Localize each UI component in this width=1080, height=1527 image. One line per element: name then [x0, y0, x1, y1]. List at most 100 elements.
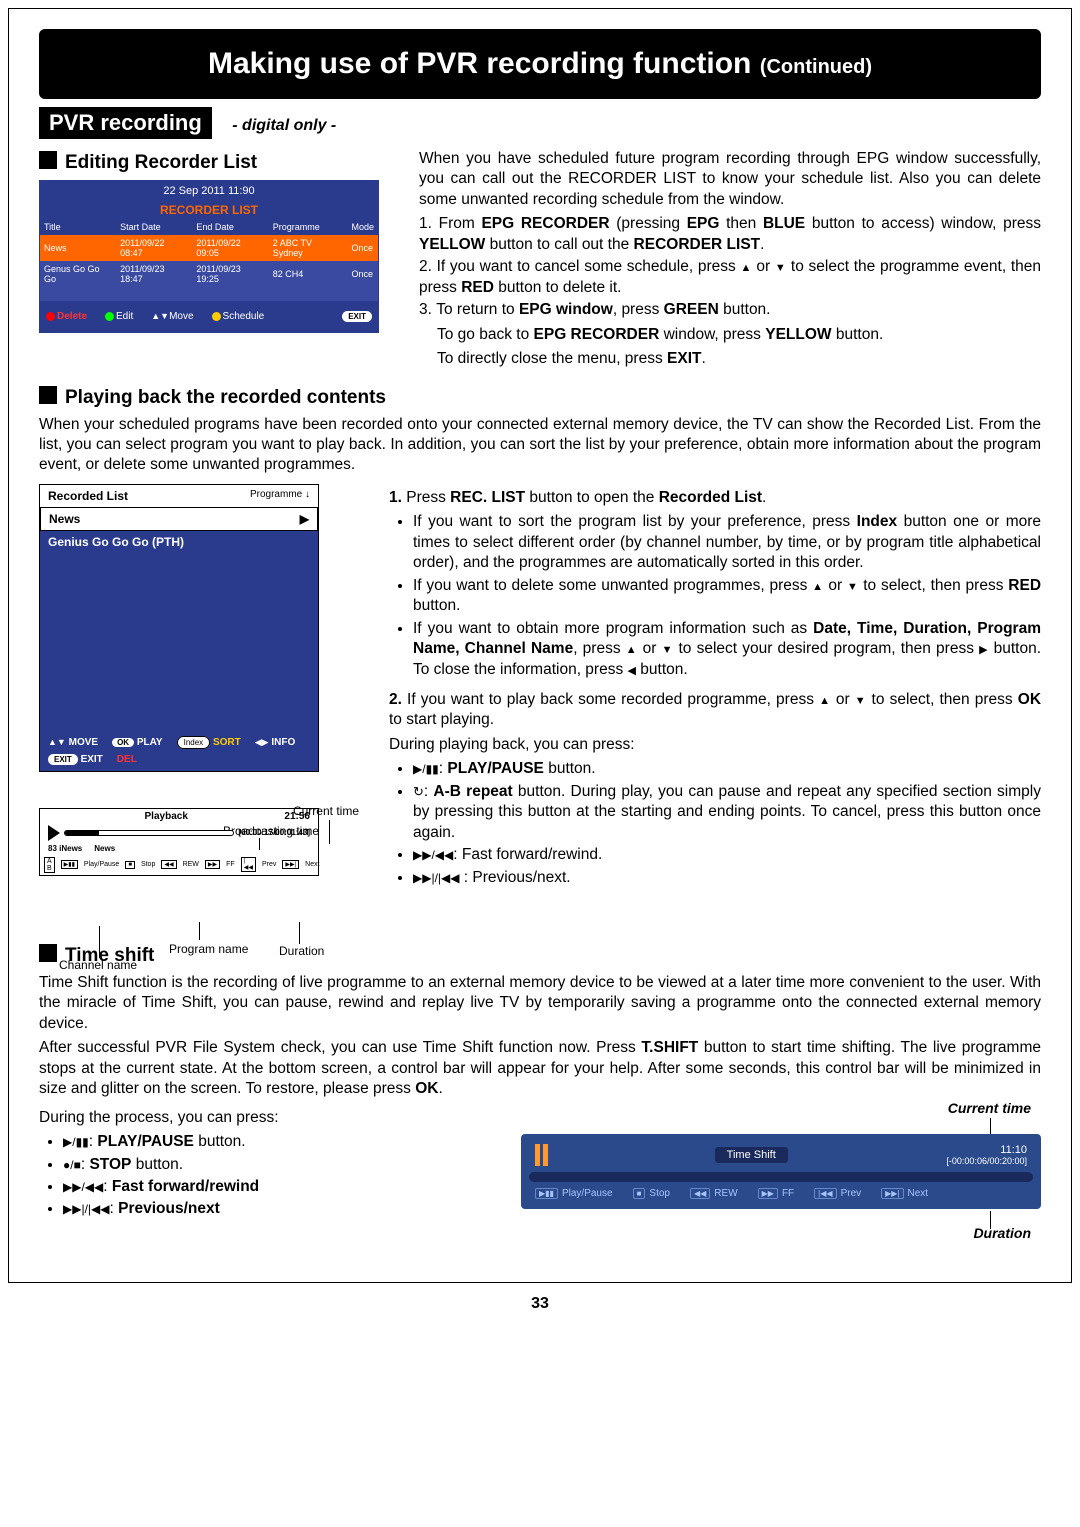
diag-dur: Duration — [279, 944, 324, 958]
pb-info: 83 iNews News — [40, 842, 318, 855]
page-number: 33 — [0, 1295, 1080, 1313]
recorded-news: News▶ — [40, 507, 318, 531]
foot-edit: Edit — [116, 311, 133, 322]
play-intro: When your scheduled programs have been r… — [39, 415, 1041, 476]
th-title: Title — [40, 219, 116, 235]
ts-l2: : STOP button. — [63, 1155, 379, 1175]
step2: If you want to cancel some schedule, pre… — [419, 257, 1041, 298]
pb-ab: A B — [44, 857, 55, 873]
play-left: Recorded List Programme ↓ News▶ Genius G… — [39, 484, 369, 936]
th-start: Start Date — [116, 219, 192, 235]
recorded-title: Recorded List — [48, 489, 128, 503]
ctrl-info: INFO — [271, 737, 295, 748]
pause-icon — [535, 1144, 548, 1166]
cell: 2011/09/22 08:47 — [116, 235, 192, 261]
b1: If you want to sort the program list by … — [413, 512, 1041, 573]
play-controls: : PLAY/PAUSE button. : A-B repeat button… — [413, 759, 1041, 888]
play-heading-text: Playing back the recorded contents — [65, 387, 386, 408]
c2: : A-B repeat button. During play, you ca… — [413, 782, 1041, 843]
recorder-row: Genus Go Go Go 2011/09/23 18:47 2011/09/… — [40, 261, 378, 287]
recorded-item: Genius Go Go Go (PTH) — [40, 531, 318, 553]
pb-bar: [00:00:17/00:01:43] — [40, 824, 318, 842]
banner: Making use of PVR recording function (Co… — [39, 29, 1041, 99]
ts-p2: After successful PVR File System check, … — [39, 1038, 1041, 1099]
step1: From EPG RECORDER (pressing EPG then BLU… — [419, 214, 1041, 255]
edit-intro: When you have scheduled future program r… — [419, 149, 1041, 210]
pb-ch: 83 iNews — [48, 844, 82, 853]
ctrl-exit: EXIT — [81, 754, 103, 765]
ts-row: During the process, you can press: : PLA… — [39, 1104, 1041, 1222]
pb-dur: [00:00:17/00:01:43] — [238, 828, 310, 837]
recorded-prog: Programme — [250, 489, 302, 500]
pb-prog: News — [94, 844, 115, 853]
ts-left: During the process, you can press: : PLA… — [39, 1104, 379, 1222]
edit-right: When you have scheduled future program r… — [419, 145, 1041, 374]
foot-delete: Delete — [57, 311, 87, 322]
ctrl-index: Index — [177, 736, 211, 749]
recorder-title: RECORDER LIST — [40, 201, 378, 219]
b2: If you want to delete some unwanted prog… — [413, 576, 1041, 617]
cell: News — [40, 235, 116, 261]
cell: 2011/09/22 09:05 — [192, 235, 268, 261]
play-s1: 1. Press REC. LIST button to open the Re… — [389, 488, 1041, 508]
c4: : Previous/next. — [413, 868, 1041, 888]
cell: 2011/09/23 18:47 — [116, 261, 192, 287]
diag-progname: Program name — [169, 942, 248, 956]
play-during: During playing back, you can press: — [389, 735, 1041, 755]
pb-ctrl: A B ▶▮▮Play/Pause ■Stop ◀◀REW ▶▶FF |◀◀Pr… — [40, 855, 318, 875]
c3: : Fast forward/rewind. — [413, 845, 1041, 865]
ts-box-title: Time Shift — [715, 1147, 788, 1163]
ts-clock: 11:10 — [946, 1144, 1027, 1156]
ts-bar — [529, 1172, 1033, 1182]
pb-title: Playback — [145, 811, 188, 822]
edit-row: Editing Recorder List 22 Sep 2011 11:90 … — [39, 145, 1041, 374]
th-prog: Programme — [269, 219, 348, 235]
th-mode: Mode — [347, 219, 378, 235]
cell: Once — [347, 235, 378, 261]
recorded-header: Recorded List Programme ↓ — [40, 485, 318, 507]
pb-clock: 21:56 — [284, 811, 310, 822]
recorder-row-selected: News 2011/09/22 08:47 2011/09/22 09:05 2… — [40, 235, 378, 261]
section-header-row: PVR recording - digital only - — [39, 107, 1041, 139]
ctrl-sort: SORT — [213, 737, 241, 748]
ts-p1: Time Shift function is the recording of … — [39, 973, 1041, 1034]
foot-exit: EXIT — [342, 311, 372, 322]
cell: 2011/09/23 19:25 — [192, 261, 268, 287]
foot-schedule: Schedule — [223, 311, 265, 322]
ctrl-del: DEL — [117, 754, 137, 765]
ts-label-cur: Current time — [948, 1100, 1031, 1116]
ts-l3: : Fast forward/rewind — [63, 1177, 379, 1197]
ts-during: During the process, you can press: — [39, 1108, 379, 1128]
ts-l1: : PLAY/PAUSE button. — [63, 1132, 379, 1152]
edit-heading-text: Editing Recorder List — [65, 152, 257, 173]
b3: If you want to obtain more program infor… — [413, 619, 1041, 680]
cell: Genus Go Go Go — [40, 261, 116, 287]
cell: Once — [347, 261, 378, 287]
ts-right: Current time Time Shift 11:10 [-00:00:06… — [399, 1104, 1041, 1209]
th-end: End Date — [192, 219, 268, 235]
line5: To directly close the menu, press EXIT. — [419, 349, 1041, 369]
cell: 82 CH4 — [269, 261, 348, 287]
play-row: Recorded List Programme ↓ News▶ Genius G… — [39, 484, 1041, 936]
foot-move: Move — [169, 311, 193, 322]
ctrl-play: PLAY — [137, 737, 163, 748]
c1: : PLAY/PAUSE button. — [413, 759, 1041, 779]
diag-chan: Channel name — [59, 958, 137, 972]
edit-left: Editing Recorder List 22 Sep 2011 11:90 … — [39, 145, 399, 374]
recorder-date: 22 Sep 2011 11:90 — [40, 181, 378, 201]
recorder-header-row: Title Start Date End Date Programme Mode — [40, 219, 378, 235]
ts-dur: [-00:00:06/00:20:00] — [946, 1156, 1027, 1166]
ts-l4: : Previous/next — [63, 1199, 379, 1219]
line4: To go back to EPG RECORDER window, press… — [419, 325, 1041, 345]
playback-diagram: Current time Broadcasting time Playback … — [39, 808, 359, 936]
play-bullets-1: If you want to sort the program list by … — [413, 512, 1041, 680]
ctrl-ok: OK — [112, 738, 134, 747]
timeshift-box: Time Shift 11:10 [-00:00:06/00:20:00] ▶▮… — [521, 1134, 1041, 1209]
play-s2: 2. If you want to play back some recorde… — [389, 690, 1041, 731]
step3: To return to EPG window, press GREEN but… — [419, 300, 1041, 320]
ts-controls: : PLAY/PAUSE button. : STOP button. : Fa… — [63, 1132, 379, 1220]
banner-sub: (Continued) — [760, 56, 872, 78]
recorded-body: Genius Go Go Go (PTH) — [40, 531, 318, 731]
cell: 2 ABC TV Sydney — [269, 235, 348, 261]
recorder-foot: Delete Edit ▲▼Move Schedule EXIT — [40, 301, 378, 332]
